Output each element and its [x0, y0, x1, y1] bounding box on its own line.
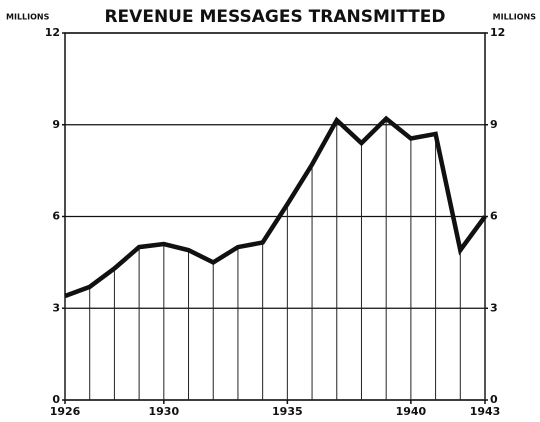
y2-tick-label: 12	[490, 26, 505, 39]
y2-tick-label: 3	[490, 301, 498, 314]
y-tick-label: 12	[45, 26, 60, 39]
y2-axis-label: MILLIONS	[493, 13, 537, 22]
x-tick-label: 1930	[149, 405, 180, 418]
y2-tick-label: 6	[490, 210, 498, 223]
y-tick-label: 6	[52, 210, 60, 223]
x-tick-label: 1943	[470, 405, 501, 418]
x-tick-label: 1935	[272, 405, 303, 418]
y-tick-label: 9	[52, 118, 60, 131]
data-line	[64, 115, 487, 299]
x-tick-label: 1926	[50, 405, 81, 418]
chart-title: REVENUE MESSAGES TRANSMITTED	[104, 7, 445, 27]
y-axis-label: MILLIONS	[6, 13, 50, 22]
y-tick-label: 3	[52, 301, 60, 314]
x-tick-label: 1940	[396, 405, 427, 418]
y2-tick-label: 9	[490, 118, 498, 131]
y2-tick-label: 0	[490, 393, 498, 406]
y-tick-label: 0	[52, 393, 60, 406]
